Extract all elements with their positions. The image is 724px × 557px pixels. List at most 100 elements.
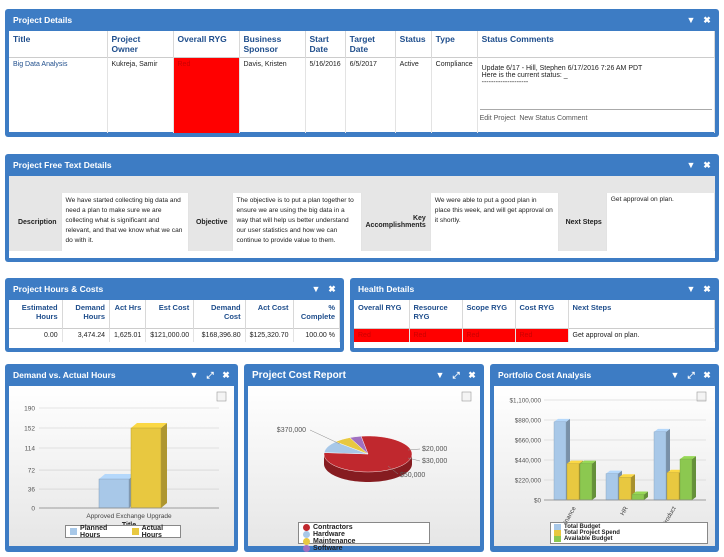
scope-ryg-cell: Red [462, 328, 516, 342]
collapse-icon[interactable]: ▼ [686, 284, 696, 294]
bar-top [580, 460, 596, 464]
panel-title: Health Details [358, 284, 415, 294]
cost-pie-svg: $370,000 $20,000 $30,000 $50,000 [277, 391, 472, 482]
edit-project-link[interactable]: Edit Project [479, 115, 516, 122]
health-next-steps: Get approval on plan. [568, 328, 715, 342]
legend-software: Software [313, 545, 343, 552]
print-icon [216, 391, 227, 402]
bar-product-0 [653, 431, 667, 501]
legend-available: Available Budget [564, 536, 613, 542]
y-tick-label: 0 [31, 506, 35, 513]
bar-planned-hours [98, 478, 130, 509]
comment-line: -------------------- [481, 79, 529, 86]
new-status-comment-link[interactable]: New Status Comment [519, 115, 588, 122]
y-tick-label: $1,100,000 [509, 398, 541, 405]
software-swatch [303, 545, 310, 552]
col-start: Start Date [305, 31, 346, 58]
close-icon[interactable]: ✖ [222, 369, 230, 380]
close-icon[interactable]: ✖ [703, 14, 711, 25]
expand-icon[interactable]: ⤢ [452, 369, 460, 380]
collapse-icon[interactable]: ▼ [670, 370, 680, 380]
close-icon[interactable]: ✖ [328, 283, 336, 294]
bar-top [131, 423, 167, 428]
col-title: Title [9, 31, 108, 58]
panel-title: Project Cost Report [252, 369, 346, 381]
slice-side [324, 454, 412, 482]
bar-product-2 [679, 458, 693, 501]
close-icon[interactable]: ✖ [703, 159, 711, 170]
y-tick-label: 114 [25, 446, 36, 453]
hardware-swatch [303, 531, 310, 538]
y-tick-label: $220,000 [515, 478, 542, 485]
available-swatch [554, 536, 561, 542]
bar-side [644, 491, 648, 500]
bar-top [606, 470, 622, 474]
bar-product-1 [666, 472, 680, 501]
hours-costs-panel: Project Hours & Costs ▼ ✖ Estimated Hour… [5, 278, 344, 352]
comment-line: Here is the current status: _ [481, 72, 568, 79]
col-resource-ryg: Resource RYG [409, 300, 463, 328]
table-row: 0.00 3,474.24 1,625.01 $121,000.00 $168,… [9, 328, 341, 342]
overall-ryg-cell: Red [354, 328, 410, 342]
legend-planned: Planned Hours [80, 524, 108, 539]
free-text-header: Project Free Text Details ▼ ✖ [9, 154, 715, 176]
bar-actual-hours [130, 427, 162, 509]
collapse-icon[interactable]: ▼ [686, 15, 696, 25]
expand-icon[interactable]: ⤢ [206, 369, 214, 380]
panel-title: Project Hours & Costs [13, 284, 104, 294]
project-details-body: Title Project Owner Overall RYG Business… [9, 31, 716, 133]
panel-title: Project Free Text Details [13, 160, 112, 170]
bar-hr-1 [618, 477, 632, 501]
col-demand-cost: Demand Cost [193, 300, 246, 328]
collapse-icon[interactable]: ▼ [435, 370, 445, 380]
leader-line [407, 448, 421, 451]
health-body: Overall RYG Resource RYG Scope RYG Cost … [354, 300, 715, 348]
collapse-icon[interactable]: ▼ [311, 284, 321, 294]
col-comments: Status Comments [477, 31, 716, 58]
expand-icon[interactable]: ⤢ [687, 369, 695, 380]
demand-legend: Planned Hours Actual Hours [65, 524, 181, 539]
table-row: Red Red Red Red Get approval on plan. [354, 328, 715, 342]
bar-top [554, 418, 570, 422]
panel-title: Project Details [13, 15, 73, 25]
project-details-panel: Project Details ▼ ✖ Title Project Owner … [5, 9, 719, 137]
y-tick-label: 190 [24, 406, 35, 413]
portfolio-body: $0 $220,000 $440,000 $660,000 $880,000 $1,100… [494, 386, 715, 546]
col-type: Type [431, 31, 478, 58]
objective-text: The objective is to put a plan together … [232, 193, 362, 251]
leader-line [309, 429, 341, 445]
demand-cost-value: $168,396.80 [193, 328, 246, 342]
legend-actual: Actual Hours [141, 524, 164, 539]
estimated-hours-value: 0.00 [9, 328, 63, 342]
description-text: We have started collecting big data and … [61, 193, 189, 251]
bar-side [592, 460, 596, 500]
project-title-link[interactable]: Big Data Analysis [9, 57, 108, 133]
collapse-icon[interactable]: ▼ [686, 160, 696, 170]
legend-hardware: Hardware [313, 531, 345, 538]
act-hrs-value: 1,625.01 [109, 328, 147, 342]
legend-contractors: Contractors [313, 524, 353, 531]
col-act-hrs: Act Hrs [109, 300, 147, 328]
y-tick-label: 152 [24, 426, 35, 433]
hours-costs-body: Estimated Hours Demand Hours Act Hrs Est… [9, 300, 341, 348]
cost-report-panel: Project Cost Report ▼ ⤢ ✖ $370,000 $20,00… [244, 364, 484, 552]
bar-side [161, 423, 167, 508]
planned-swatch [70, 528, 78, 535]
cost-ryg-cell: Red [515, 328, 569, 342]
est-cost-value: $121,000.00 [145, 328, 195, 342]
demand-chart-header: Demand vs. Actual Hours ▼ ⤢ ✖ [9, 364, 234, 386]
close-icon[interactable]: ✖ [468, 369, 476, 380]
demand-chart-panel: Demand vs. Actual Hours ▼ ⤢ ✖ 0 36 72 114 15… [5, 364, 238, 552]
y-tick-label: $0 [534, 498, 542, 505]
next-steps-label: Next Steps [558, 193, 607, 251]
close-icon[interactable]: ✖ [703, 283, 711, 294]
collapse-icon[interactable]: ▼ [189, 370, 199, 380]
bar-top [99, 474, 135, 480]
legend-total-spend: Total Project Spend [564, 530, 620, 536]
bar-top [654, 428, 670, 432]
table-row: Big Data Analysis Kukreja, Samir Red Dav… [9, 57, 716, 133]
resource-ryg-cell: Red [409, 328, 463, 342]
bar-hr-0 [605, 473, 619, 501]
close-icon[interactable]: ✖ [703, 369, 711, 380]
